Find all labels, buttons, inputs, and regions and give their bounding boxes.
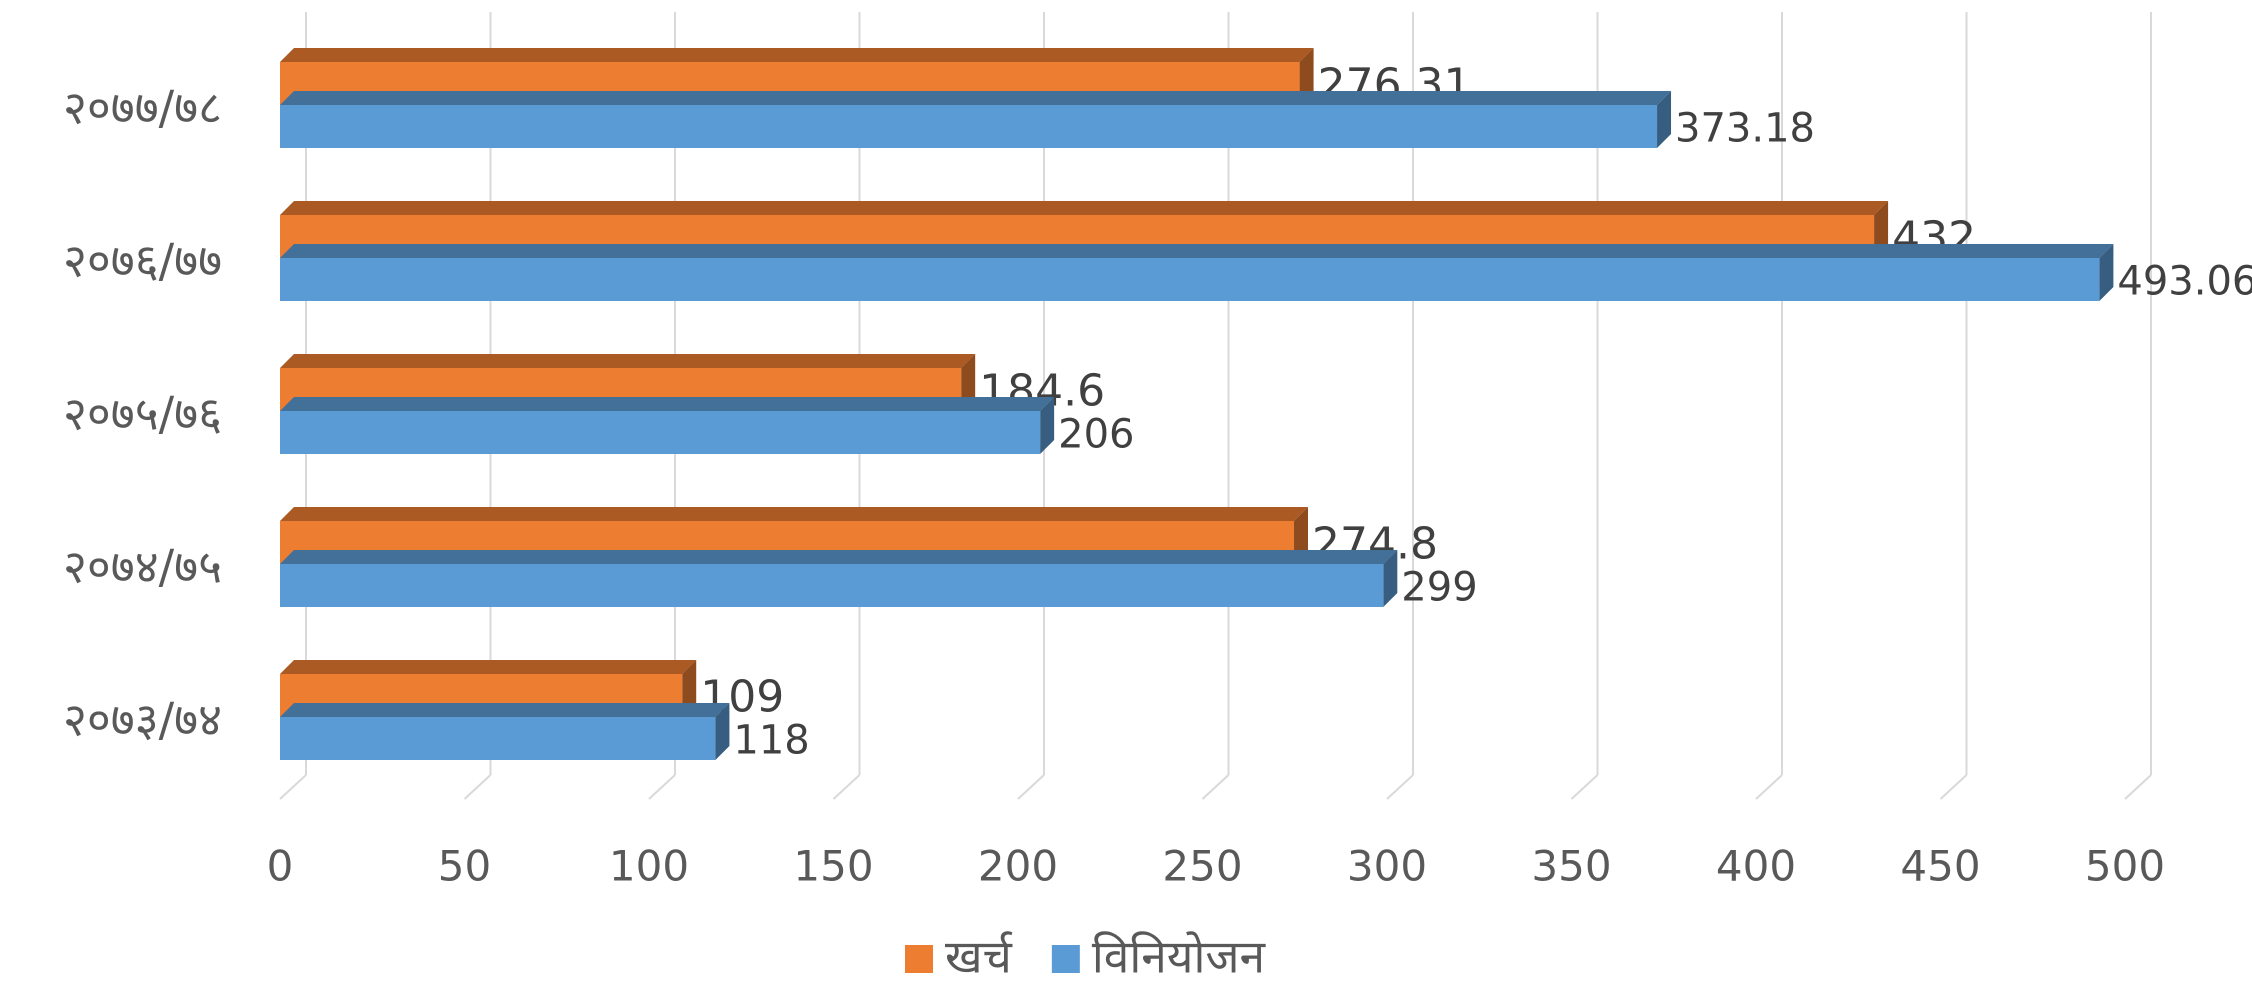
grid-floor [1755,774,1783,800]
legend-swatch [905,945,933,973]
bar-side [682,660,697,717]
bar-top [280,507,1309,521]
bar [280,258,2100,301]
bar [280,717,716,760]
bar-side [961,354,976,411]
data-label: 373.18 [1675,106,1815,152]
bar-side [1657,91,1672,148]
bar-side [1383,550,1398,607]
bar-side [1299,48,1314,105]
bar-side [1294,507,1309,564]
bar-top [280,201,1889,215]
grid-floor [832,774,861,800]
data-label: 118 [733,718,809,764]
bar [280,411,1041,454]
grid-floor [463,774,492,800]
grid-floor [648,774,676,800]
data-label: 299 [1401,565,1477,611]
bar-top [280,660,697,674]
bar-side [715,703,730,760]
bar [280,105,1658,148]
legend-label: खर्च [945,930,1013,984]
x-tick-label: 50 [438,842,491,891]
bar-top [280,550,1398,564]
x-tick-label: 350 [1531,842,1611,891]
bar-top [280,354,976,368]
bar [280,564,1384,607]
grid-floor [1201,774,1230,800]
grid-floor [1570,774,1599,800]
bar-side [1874,201,1889,258]
bar-top [280,91,1672,105]
x-tick-label: 500 [2085,842,2165,891]
bar-top [280,703,730,717]
y-tick-label: २०७७/७८ [63,81,222,135]
bar-top [280,397,1055,411]
y-tick-label: २०७५/७६ [63,387,222,441]
x-tick-label: 400 [1716,842,1796,891]
y-tick-label: २०७३/७४ [63,693,222,747]
bar-side [2099,244,2114,301]
bar-top [280,48,1314,62]
x-tick-label: 100 [609,842,689,891]
x-tick-label: 0 [267,842,294,891]
grid-floor [1017,774,1045,800]
x-tick-label: 200 [978,842,1058,891]
data-label: 493.06 [2117,259,2252,305]
bar-side [1040,397,1055,454]
x-tick-label: 450 [1900,842,1980,891]
y-tick-label: २०७४/७५ [63,540,222,594]
bar-top [280,244,2114,258]
x-tick-label: 150 [793,842,873,891]
grid-floor [2124,774,2152,800]
x-tick-label: 300 [1347,842,1427,891]
grid-floor [279,774,307,800]
x-tick-label: 250 [1162,842,1242,891]
grid-floor [1386,774,1414,800]
grid-floor [1939,774,1968,800]
legend-swatch [1051,945,1080,973]
y-tick-label: २०७६/७७ [63,234,222,288]
data-label: 206 [1058,412,1134,458]
legend-label: विनियोजन [1092,930,1267,984]
